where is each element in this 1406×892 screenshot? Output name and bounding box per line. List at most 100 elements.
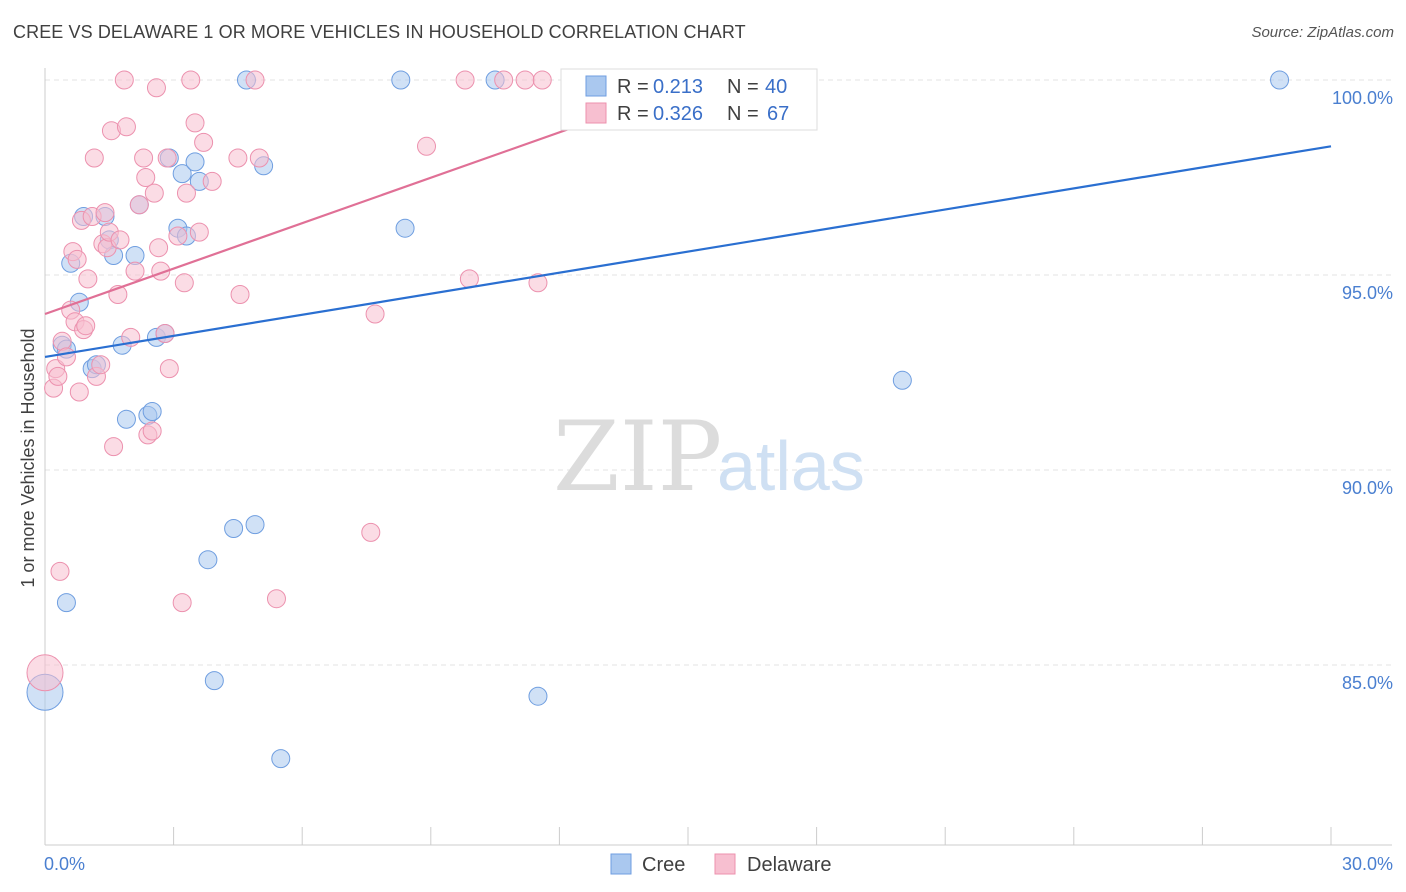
delaware-point	[168, 226, 188, 246]
watermark-atlas: atlas	[717, 427, 865, 505]
grid-lines	[45, 79, 1392, 666]
chart-source: Source: ZipAtlas.com	[1251, 24, 1394, 41]
delaware-point	[174, 273, 194, 293]
cree-point	[204, 671, 224, 691]
legend-r-label-delaware: R =	[617, 103, 649, 125]
delaware-point	[266, 589, 286, 609]
bottom-legend-label-cree: Cree	[642, 854, 685, 876]
delaware-point	[26, 654, 64, 692]
delaware-point	[249, 148, 269, 168]
delaware-point	[95, 203, 115, 223]
delaware-point	[532, 70, 552, 90]
delaware-point	[116, 117, 136, 137]
x-tick-label: 30.0%	[1342, 854, 1393, 874]
cree-point	[391, 70, 411, 90]
delaware-point	[129, 195, 149, 215]
delaware-point	[76, 316, 96, 336]
cree-point	[892, 370, 912, 390]
delaware-point	[228, 148, 248, 168]
cree-point	[224, 519, 244, 538]
legend-r-value-cree: 0.213	[653, 76, 703, 98]
delaware-point	[515, 70, 535, 90]
legend-n-value-cree: 40	[765, 76, 787, 98]
cree-point	[271, 749, 291, 769]
legend-n-value-delaware: 67	[767, 103, 789, 125]
delaware-point	[157, 148, 177, 168]
bottom-legend-label-delaware: Delaware	[747, 854, 831, 876]
delaware-point	[114, 70, 134, 90]
delaware-point	[104, 437, 124, 457]
legend-n-label-delaware: N =	[727, 103, 759, 125]
bottom-legend: Cree Delaware	[610, 853, 831, 876]
cree-point	[142, 402, 162, 421]
cree-point	[245, 515, 265, 535]
delaware-point	[67, 249, 87, 269]
chart-title: CREE VS DELAWARE 1 OR MORE VEHICLES IN H…	[13, 22, 746, 42]
cree-point	[185, 152, 205, 172]
delaware-point	[202, 171, 222, 191]
delaware-point	[48, 366, 68, 386]
watermark-zip: ZIP	[553, 401, 722, 513]
cree-point	[172, 164, 192, 184]
delaware-point	[149, 238, 169, 258]
delaware-point	[56, 347, 76, 367]
delaware-point	[176, 183, 196, 203]
cree-point	[1270, 70, 1290, 90]
delaware-point	[361, 522, 381, 542]
delaware-point	[91, 355, 111, 375]
cree-point	[528, 686, 548, 706]
delaware-point	[110, 230, 130, 250]
delaware-point	[146, 78, 166, 98]
cree-point	[116, 409, 136, 429]
axes	[44, 68, 1392, 846]
delaware-point	[134, 148, 154, 168]
y-axis-label: 1 or more Vehicles in Household	[18, 328, 38, 587]
cree-point	[198, 550, 218, 570]
delaware-point	[159, 359, 179, 379]
delaware-point	[528, 273, 548, 293]
y-tick-label: 100.0%	[1332, 88, 1393, 108]
delaware-point	[494, 70, 514, 90]
delaware-points	[26, 70, 552, 692]
y-tick-labels: 85.0% 90.0% 95.0% 100.0%	[1332, 88, 1393, 693]
legend-swatch-cree	[585, 75, 607, 97]
cree-trend-line	[44, 145, 1332, 358]
legend-swatch-delaware	[585, 102, 607, 124]
legend-r-value-delaware: 0.326	[653, 103, 703, 125]
delaware-point	[245, 70, 265, 90]
y-tick-label: 90.0%	[1342, 478, 1393, 498]
legend-n-label-cree: N =	[727, 76, 759, 98]
delaware-point	[69, 382, 89, 402]
delaware-point	[194, 132, 214, 152]
delaware-point	[84, 148, 104, 168]
cree-point	[56, 593, 76, 613]
delaware-point	[172, 593, 192, 613]
y-tick-label: 95.0%	[1342, 283, 1393, 303]
y-tick-label: 85.0%	[1342, 673, 1393, 693]
delaware-point	[155, 324, 175, 343]
legend: R = 0.213 N = 40 R = 0.326 N = 67	[560, 68, 818, 131]
delaware-point	[142, 421, 162, 441]
delaware-point	[181, 70, 201, 90]
cree-point	[395, 218, 415, 238]
delaware-point	[455, 70, 475, 90]
x-tick-labels: 0.0% 30.0%	[44, 854, 1393, 874]
bottom-legend-swatch-cree	[610, 853, 632, 875]
x-tick-label: 0.0%	[44, 854, 85, 874]
delaware-point	[78, 269, 98, 289]
bottom-legend-swatch-delaware	[714, 853, 736, 875]
delaware-point	[459, 269, 479, 289]
delaware-point	[185, 113, 205, 133]
delaware-point	[230, 285, 250, 304]
watermark: ZIP atlas	[553, 401, 865, 513]
delaware-point	[417, 136, 437, 156]
delaware-point	[52, 331, 72, 351]
legend-r-label-cree: R =	[617, 76, 649, 98]
delaware-point	[125, 261, 145, 281]
delaware-point	[189, 222, 209, 242]
delaware-point	[365, 304, 385, 324]
delaware-point	[50, 561, 70, 581]
delaware-point	[136, 168, 156, 187]
delaware-point	[144, 183, 164, 203]
